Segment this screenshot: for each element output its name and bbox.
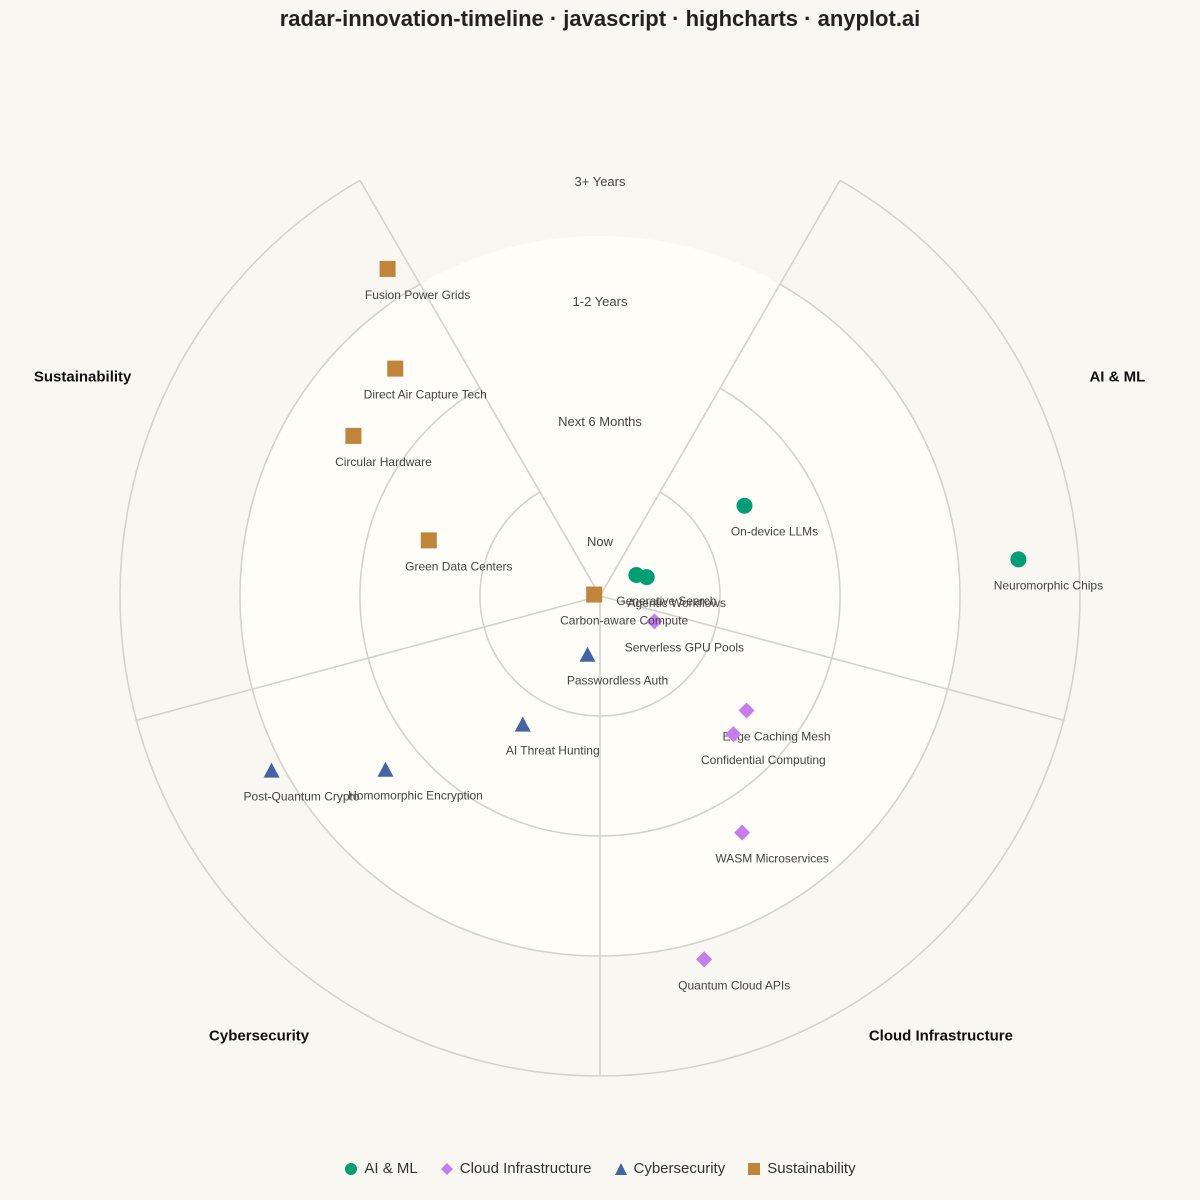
data-point-label: Neuromorphic Chips xyxy=(994,578,1103,592)
data-point-label: Carbon-aware Compute xyxy=(560,614,688,628)
sector-title: Cloud Infrastructure xyxy=(869,1027,1013,1044)
data-point-label: Edge Caching Mesh xyxy=(723,730,831,744)
data-point-label: Confidential Computing xyxy=(701,753,826,767)
data-point-marker[interactable] xyxy=(579,646,596,662)
sector-divider xyxy=(599,179,841,597)
data-point-marker[interactable] xyxy=(387,360,404,377)
sector-divider xyxy=(359,179,601,597)
legend-label: Cloud Infrastructure xyxy=(459,1160,592,1177)
data-point-marker[interactable] xyxy=(514,716,531,732)
triangle-icon xyxy=(614,1162,627,1175)
data-point-marker[interactable] xyxy=(379,260,396,277)
data-point-label: AI Threat Hunting xyxy=(506,744,600,758)
data-point-marker[interactable] xyxy=(738,702,755,719)
legend-label: Sustainability xyxy=(767,1160,856,1177)
data-point-label: Generative Search xyxy=(616,594,716,608)
data-point-marker[interactable] xyxy=(736,497,753,514)
ring-label: 1-2 Years xyxy=(573,294,628,309)
data-point-marker[interactable] xyxy=(1010,551,1027,568)
data-point-label: Circular Hardware xyxy=(335,455,432,469)
sector-title: Cybersecurity xyxy=(209,1027,310,1044)
data-point-label: Agentic Workflows xyxy=(627,596,725,610)
sector-title: Sustainability xyxy=(34,369,132,386)
data-point-label: Fusion Power Grids xyxy=(365,288,470,302)
ring-arc xyxy=(119,179,1081,1077)
ring-label: Now xyxy=(587,534,614,549)
legend-item[interactable]: Cloud Infrastructure xyxy=(440,1160,592,1177)
diamond-icon xyxy=(440,1162,453,1175)
circle-icon xyxy=(345,1162,358,1175)
radar-grid xyxy=(119,179,1081,1077)
legend-label: AI & ML xyxy=(364,1160,418,1177)
data-point-label: Quantum Cloud APIs xyxy=(678,978,790,992)
data-point-marker[interactable] xyxy=(586,586,603,603)
legend-item[interactable]: Cybersecurity xyxy=(614,1160,726,1177)
sector-divider xyxy=(136,595,601,722)
legend-label: Cybersecurity xyxy=(633,1160,726,1177)
data-point-marker[interactable] xyxy=(377,761,394,777)
legend-item[interactable]: AI & ML xyxy=(344,1160,418,1177)
data-point-label: WASM Microservices xyxy=(715,852,829,866)
data-point-marker[interactable] xyxy=(345,427,362,444)
data-point-label: Post-Quantum Crypto xyxy=(244,790,360,804)
chart-title: radar-innovation-timeline · javascript ·… xyxy=(279,6,921,31)
data-point-marker[interactable] xyxy=(638,569,655,586)
square-icon xyxy=(748,1162,761,1175)
data-point-marker[interactable] xyxy=(646,613,663,630)
data-point-label: Serverless GPU Pools xyxy=(625,640,744,654)
ring-label: 3+ Years xyxy=(575,174,626,189)
sector-divider xyxy=(599,595,1064,722)
data-point-marker[interactable] xyxy=(263,762,280,778)
data-point-label: Passwordless Auth xyxy=(567,674,668,688)
data-point-label: Direct Air Capture Tech xyxy=(364,388,487,402)
data-point-marker[interactable] xyxy=(696,951,713,968)
data-point-label: On-device LLMs xyxy=(731,525,818,539)
data-point-label: Homomorphic Encryption xyxy=(348,789,483,803)
data-point-marker[interactable] xyxy=(725,726,742,743)
legend-item[interactable]: Sustainability xyxy=(747,1160,856,1177)
gap-area xyxy=(420,236,780,596)
legend: AI & ML Cloud Infrastructure Cybersecurity… xyxy=(0,1160,1200,1177)
data-point-marker[interactable] xyxy=(420,532,437,549)
data-point-label: Green Data Centers xyxy=(405,559,512,573)
ring-label: Next 6 Months xyxy=(558,414,642,429)
data-point-marker[interactable] xyxy=(734,824,751,841)
sector-title: AI & ML xyxy=(1089,369,1145,386)
